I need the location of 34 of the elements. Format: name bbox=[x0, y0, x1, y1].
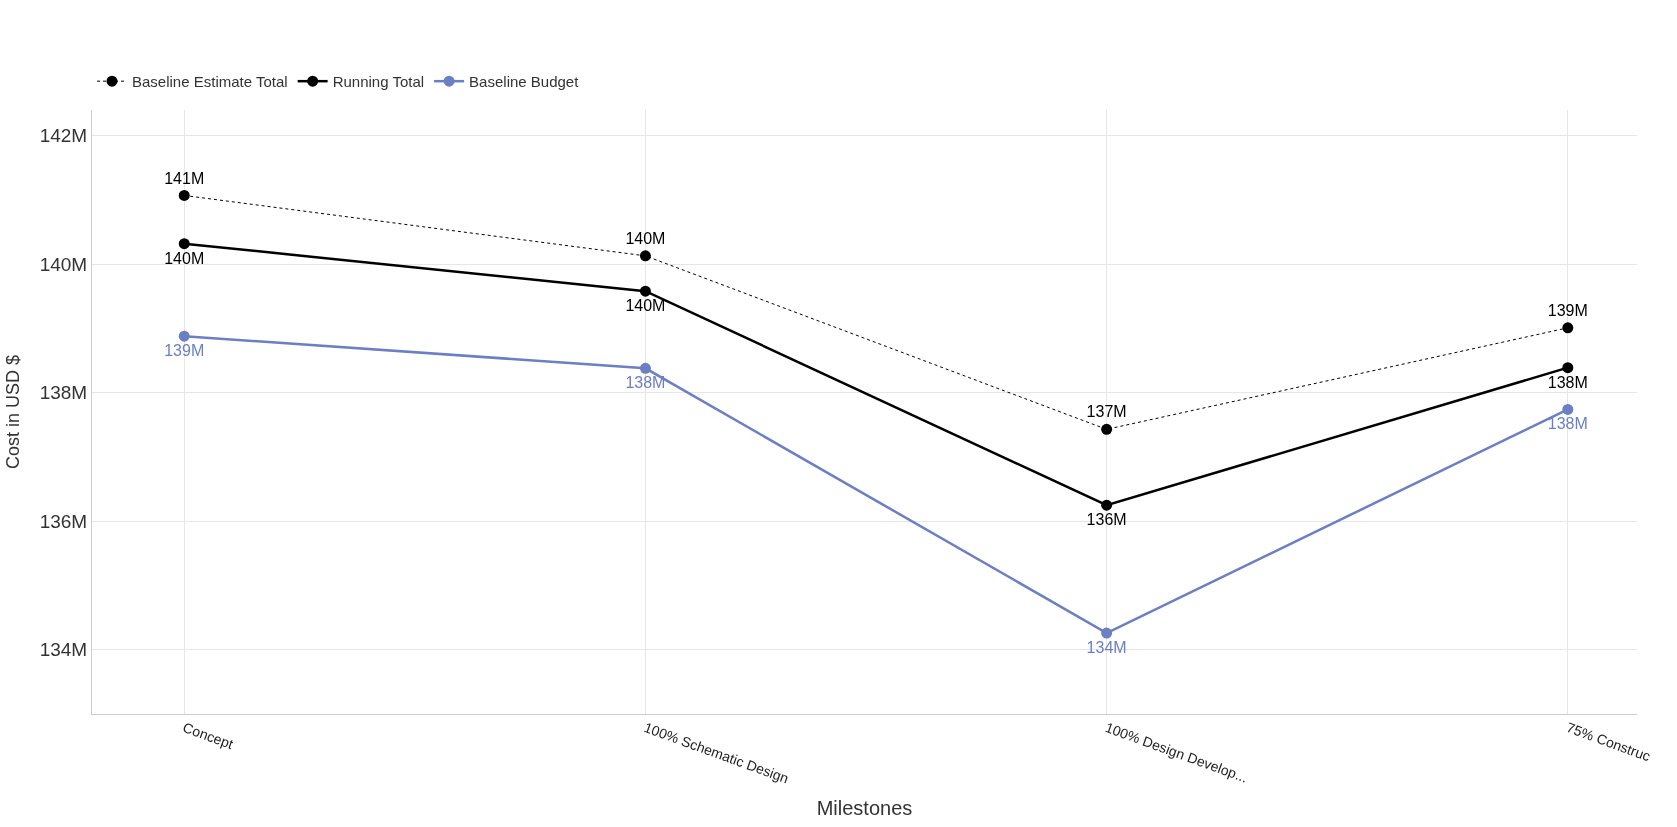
y-tick-label: 136M bbox=[39, 510, 88, 532]
y-tick-label: 134M bbox=[39, 639, 88, 661]
data-label: 138M bbox=[1547, 415, 1588, 433]
data-label: 139M bbox=[164, 342, 205, 360]
data-label: 134M bbox=[1086, 638, 1127, 656]
data-label: 141M bbox=[164, 169, 205, 187]
legend-label: Baseline Budget bbox=[469, 73, 580, 91]
point bbox=[178, 189, 190, 201]
y-axis-title: Cost in USD $ bbox=[2, 354, 23, 470]
point bbox=[639, 250, 651, 262]
data-label: 140M bbox=[625, 297, 666, 315]
point bbox=[178, 238, 190, 250]
data-label: 136M bbox=[1086, 511, 1127, 529]
legend-label: Baseline Estimate Total bbox=[132, 73, 288, 91]
point bbox=[639, 362, 651, 374]
y-tick-label: 142M bbox=[39, 125, 88, 147]
y-tick-label: 140M bbox=[39, 253, 88, 275]
data-label: 138M bbox=[1547, 373, 1588, 391]
data-label: 139M bbox=[1547, 301, 1588, 319]
x-axis-title: Milestones bbox=[816, 796, 913, 819]
point bbox=[1562, 362, 1574, 374]
data-label: 138M bbox=[625, 374, 666, 392]
legend-label: Running Total bbox=[332, 73, 425, 91]
point bbox=[1101, 627, 1113, 639]
point bbox=[1562, 403, 1574, 415]
point bbox=[1562, 322, 1574, 334]
y-tick-label: 138M bbox=[39, 382, 88, 404]
data-label: 137M bbox=[1086, 403, 1127, 421]
data-label: 140M bbox=[625, 229, 666, 247]
data-label: 140M bbox=[164, 249, 205, 267]
point bbox=[1101, 499, 1113, 511]
point bbox=[178, 330, 190, 342]
point bbox=[639, 285, 651, 297]
point bbox=[1101, 423, 1113, 435]
